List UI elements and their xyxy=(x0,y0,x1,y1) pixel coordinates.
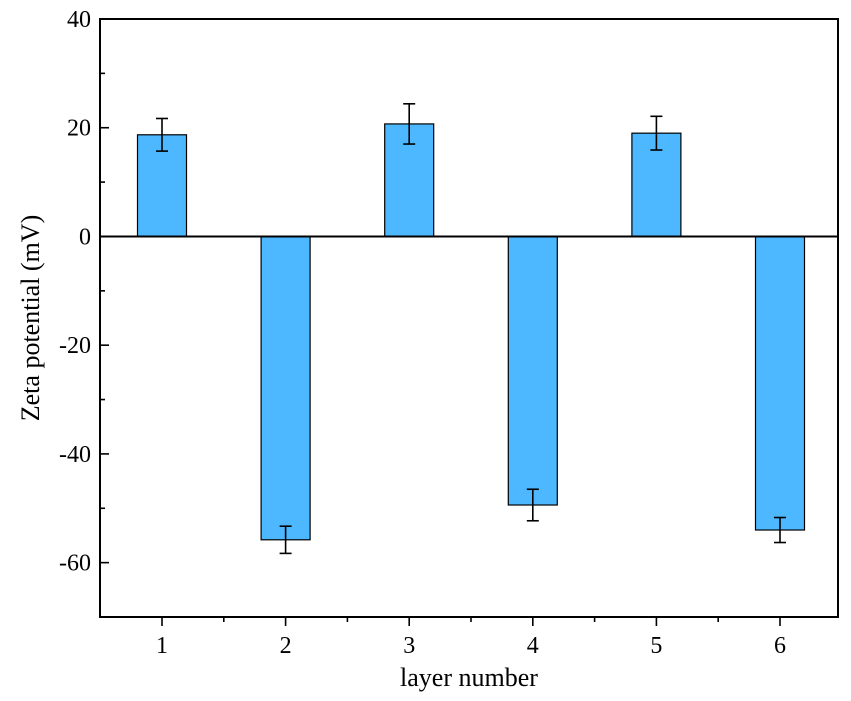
error-bar-5 xyxy=(650,115,663,151)
x-tick-label: 3 xyxy=(403,633,415,659)
y-tick-label: -20 xyxy=(59,333,91,359)
y-tick-label: -40 xyxy=(59,442,91,468)
bar-series xyxy=(136,123,806,541)
y-tick-label: -60 xyxy=(59,551,91,577)
y-axis-ticks: 40 20 0 -20 -40 -60 xyxy=(59,7,109,618)
bar-2 xyxy=(260,235,311,541)
error-bar-4 xyxy=(526,488,539,522)
x-tick-label: 5 xyxy=(650,633,662,659)
bar-4 xyxy=(507,235,558,506)
error-bar-series xyxy=(156,103,786,555)
plot-frame xyxy=(99,18,839,618)
y-tick-label: 0 xyxy=(79,224,91,250)
x-tick-label: 4 xyxy=(527,633,539,659)
y-axis-title: Zeta potential (mV) xyxy=(16,215,45,421)
x-tick-label: 1 xyxy=(156,633,168,659)
error-bar-3 xyxy=(403,103,416,145)
x-axis-ticks: 1 2 3 4 5 6 xyxy=(156,617,786,659)
error-bar-6 xyxy=(774,516,786,544)
error-bar-1 xyxy=(156,117,168,152)
y-tick-label: 40 xyxy=(67,7,91,33)
y-tick-label: 20 xyxy=(67,116,91,142)
x-axis-title: layer number xyxy=(400,663,538,692)
bar-6 xyxy=(754,235,806,531)
x-tick-label: 6 xyxy=(774,633,786,659)
x-tick-label: 2 xyxy=(280,633,292,659)
error-bar-2 xyxy=(279,525,292,555)
